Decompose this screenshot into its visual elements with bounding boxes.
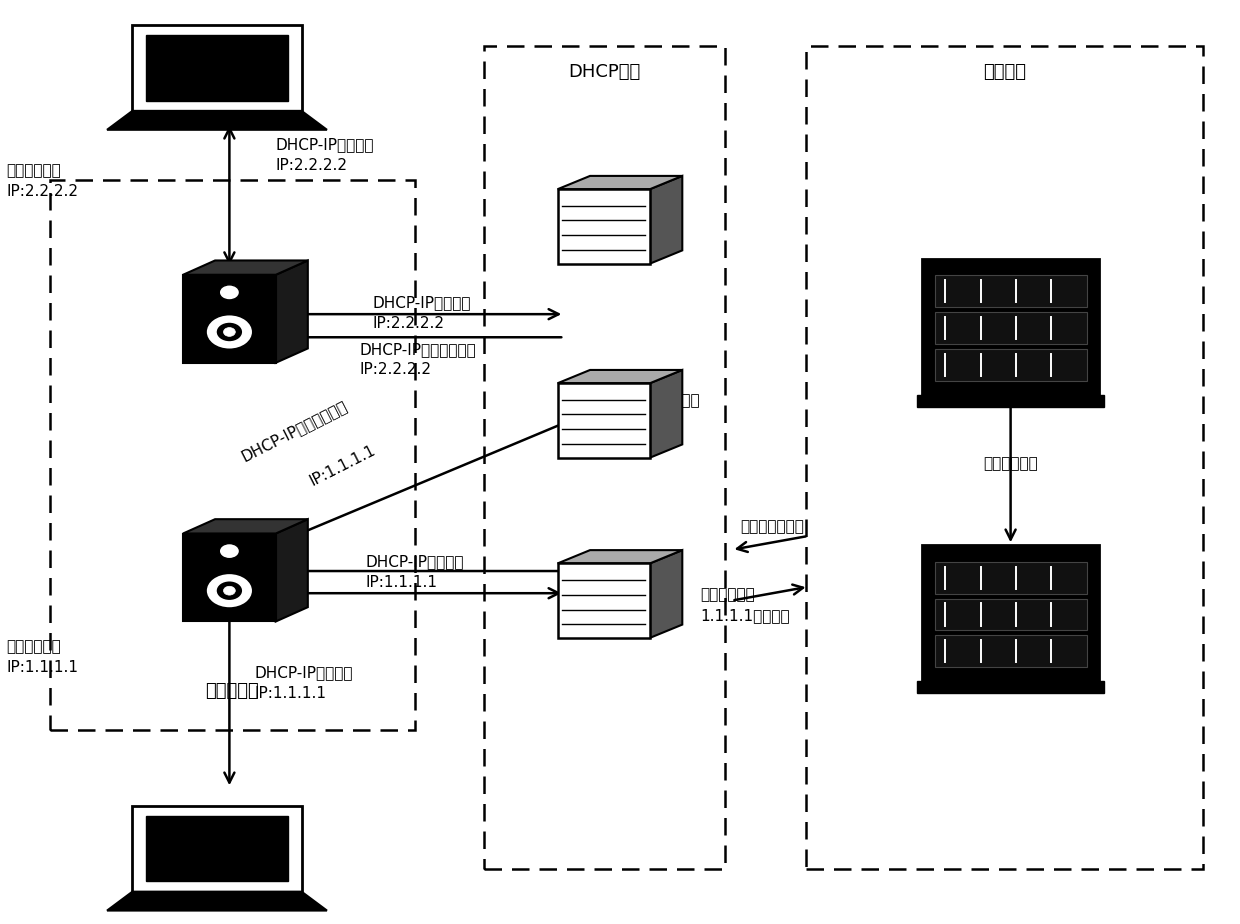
Text: DHCP-IP续约请求: DHCP-IP续约请求 xyxy=(372,296,470,310)
Bar xyxy=(184,533,275,622)
Text: DHCP-IP续约请求: DHCP-IP续约请求 xyxy=(275,138,373,152)
Polygon shape xyxy=(650,176,682,263)
Polygon shape xyxy=(650,370,682,457)
Bar xyxy=(558,383,650,457)
Text: DHCP-IP续约请求: DHCP-IP续约请求 xyxy=(254,665,352,680)
Bar xyxy=(935,312,1086,344)
Text: 续约成功应答: 续约成功应答 xyxy=(6,164,61,178)
Bar xyxy=(935,348,1086,381)
Polygon shape xyxy=(650,550,682,638)
Bar xyxy=(133,806,301,892)
Bar xyxy=(484,46,725,869)
Bar xyxy=(146,816,288,881)
Bar xyxy=(806,46,1203,869)
Bar xyxy=(923,259,1099,397)
Text: IP:2.2.2.2: IP:2.2.2.2 xyxy=(6,184,78,199)
Text: IP:2.2.2.2: IP:2.2.2.2 xyxy=(275,158,347,173)
Polygon shape xyxy=(184,261,308,274)
Bar xyxy=(935,275,1086,307)
Bar xyxy=(146,35,288,101)
Text: 续约成功应答: 续约成功应答 xyxy=(6,639,61,654)
Polygon shape xyxy=(558,550,682,564)
Text: 信息实时同步: 信息实时同步 xyxy=(983,456,1038,471)
Text: 1.1.1.1的服务器: 1.1.1.1的服务器 xyxy=(701,608,790,623)
Polygon shape xyxy=(275,519,308,622)
Text: IP:1.1.1.1: IP:1.1.1.1 xyxy=(306,443,377,489)
Circle shape xyxy=(223,587,236,595)
Polygon shape xyxy=(558,176,682,189)
Text: 中继服务器: 中继服务器 xyxy=(206,683,259,700)
Polygon shape xyxy=(275,261,308,363)
Bar xyxy=(935,599,1086,630)
Circle shape xyxy=(219,543,239,559)
Text: 返回服务器地址: 返回服务器地址 xyxy=(740,519,805,534)
Bar xyxy=(916,681,1105,693)
Text: IP:1.1.1.1: IP:1.1.1.1 xyxy=(254,686,326,700)
Bar xyxy=(133,25,301,111)
Polygon shape xyxy=(107,892,327,910)
Circle shape xyxy=(216,322,243,342)
Circle shape xyxy=(206,314,253,349)
Circle shape xyxy=(216,580,243,601)
Bar xyxy=(935,636,1086,667)
Text: 转发DHCP请求: 转发DHCP请求 xyxy=(620,393,699,407)
Circle shape xyxy=(223,328,236,336)
Bar xyxy=(923,545,1099,684)
Text: DHCP-IP续约成功应答: DHCP-IP续约成功应答 xyxy=(360,342,476,357)
Circle shape xyxy=(219,285,239,300)
Text: 调度模块: 调度模块 xyxy=(983,63,1025,80)
Bar xyxy=(916,395,1105,407)
Polygon shape xyxy=(558,370,682,383)
Text: IP:2.2.2.2: IP:2.2.2.2 xyxy=(360,362,432,377)
Text: IP:1.1.1.1: IP:1.1.1.1 xyxy=(366,575,438,590)
Text: 查询管理地址: 查询管理地址 xyxy=(701,588,755,602)
Polygon shape xyxy=(184,519,308,533)
Circle shape xyxy=(206,573,253,608)
Text: IP:1.1.1.1: IP:1.1.1.1 xyxy=(6,660,78,675)
Bar xyxy=(184,274,275,363)
Bar xyxy=(935,562,1086,593)
Polygon shape xyxy=(107,111,327,129)
Text: DHCP-IP续约成功应答: DHCP-IP续约成功应答 xyxy=(238,397,350,464)
Text: DHCP-IP续约请求: DHCP-IP续约请求 xyxy=(366,554,464,569)
Text: DHCP集群: DHCP集群 xyxy=(568,63,641,80)
Text: IP:2.2.2.2: IP:2.2.2.2 xyxy=(372,316,444,331)
Bar xyxy=(558,564,650,638)
Bar xyxy=(50,180,415,730)
Bar xyxy=(558,189,650,263)
